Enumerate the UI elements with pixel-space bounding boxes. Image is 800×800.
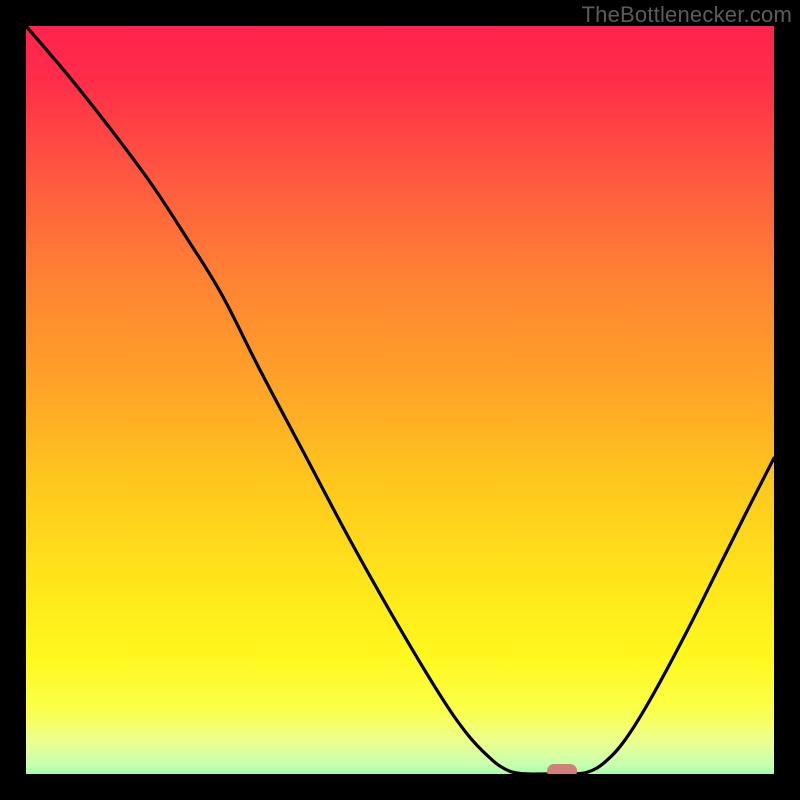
bottleneck-chart bbox=[0, 0, 800, 800]
watermark-text: TheBottlenecker.com bbox=[582, 2, 792, 28]
chart-background bbox=[0, 0, 800, 800]
